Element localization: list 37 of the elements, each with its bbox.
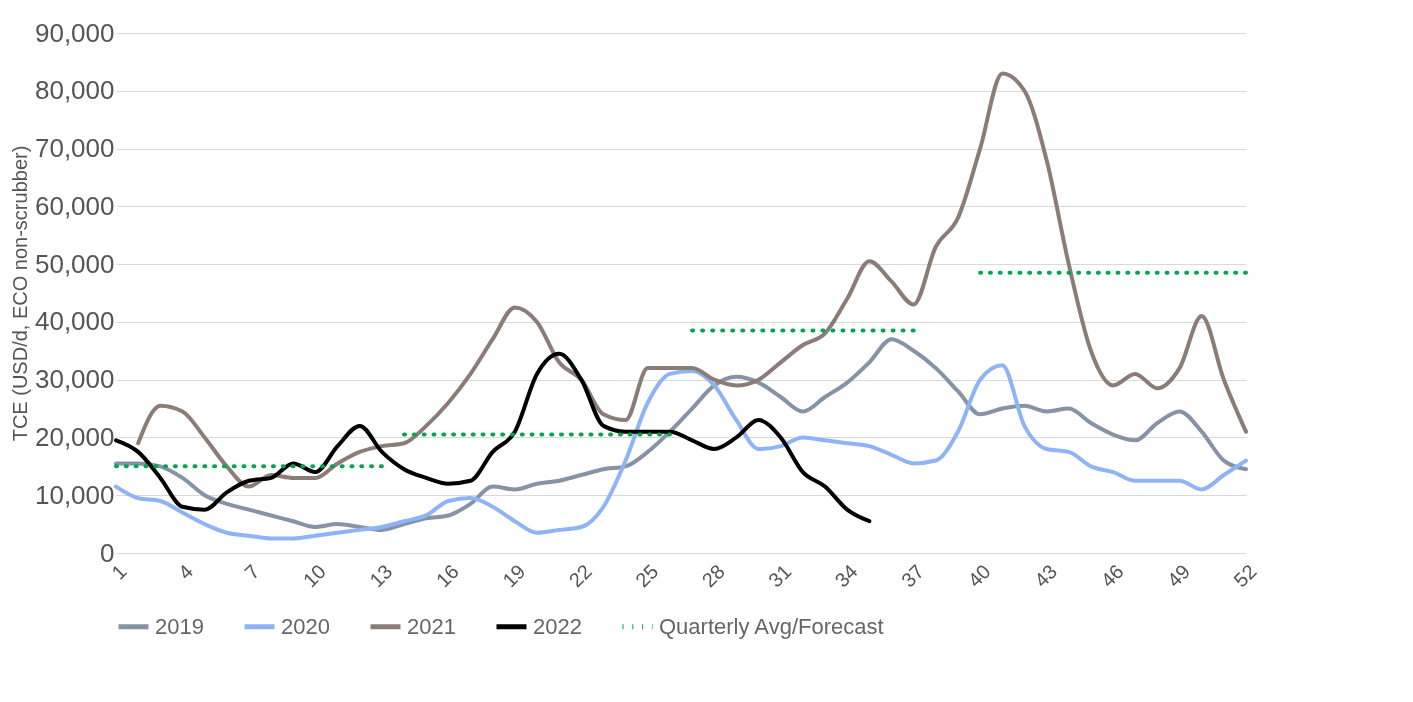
x-tick-label: 13 <box>365 560 397 592</box>
x-tick-label: 31 <box>764 560 796 592</box>
legend-label: Quarterly Avg/Forecast <box>659 613 884 639</box>
y-tick-label: 10,000 <box>34 479 115 510</box>
x-tick-label: 25 <box>631 560 663 592</box>
y-tick-label: 90,000 <box>34 17 115 48</box>
legend-label: 2019 <box>155 613 204 639</box>
x-tick-label: 46 <box>1096 560 1128 592</box>
x-tick-label: 22 <box>564 560 596 592</box>
y-tick-label: 40,000 <box>34 306 115 337</box>
x-tick-label: 37 <box>897 560 929 592</box>
y-tick-label: 0 <box>100 537 115 568</box>
y-tick-label: 80,000 <box>34 75 115 106</box>
y-tick-label: 70,000 <box>34 133 115 164</box>
x-tick-label: 16 <box>431 560 463 592</box>
x-tick-label: 43 <box>1029 560 1062 592</box>
line-series <box>114 363 1248 541</box>
x-tick-label: 40 <box>963 560 995 592</box>
legend-label: 2020 <box>281 613 330 639</box>
y-tick-label: 50,000 <box>34 248 115 279</box>
x-tick-label: 52 <box>1229 560 1261 592</box>
x-tick-label: 19 <box>498 560 530 592</box>
y-axis-title: TCE (USD/d, ECO non-scrubber) <box>8 145 31 442</box>
legend-label: 2022 <box>533 613 582 639</box>
line-series <box>114 351 872 524</box>
x-tick-label: 34 <box>830 560 862 592</box>
y-tick-label: 60,000 <box>34 190 115 221</box>
x-tick-label: 4 <box>173 560 198 584</box>
y-tick-label: 30,000 <box>34 364 115 395</box>
x-tick-label: 7 <box>240 560 264 584</box>
legend-label: 2021 <box>407 613 456 639</box>
y-tick-label: 20,000 <box>34 421 115 452</box>
x-tick-label: 49 <box>1162 560 1195 592</box>
x-tick-label: 28 <box>697 560 729 592</box>
x-tick-label: 10 <box>298 560 331 592</box>
line-series <box>136 71 1248 489</box>
line-series <box>114 337 1248 532</box>
